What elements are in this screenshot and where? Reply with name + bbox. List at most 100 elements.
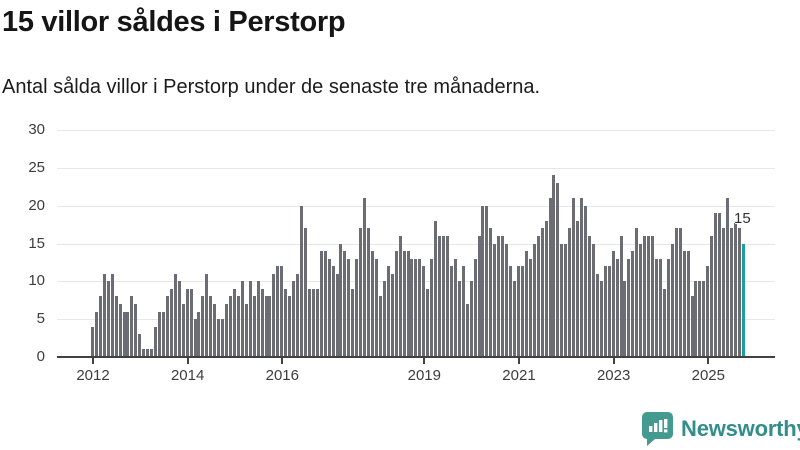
bar [181, 304, 185, 357]
bar [244, 304, 248, 357]
bar [264, 296, 268, 357]
bar [449, 266, 453, 357]
bar [524, 251, 528, 357]
bar [607, 266, 611, 357]
bar [161, 311, 165, 357]
bar [268, 296, 272, 357]
bar [544, 220, 548, 357]
bar [315, 288, 319, 357]
bar [477, 235, 481, 357]
newsworthy-wordmark: Newsworthy [681, 416, 800, 441]
bar [114, 296, 118, 357]
bar [611, 251, 615, 357]
y-axis-label-0: 0 [36, 348, 45, 365]
bar [469, 281, 473, 357]
highlighted-bar [741, 243, 745, 357]
bar [236, 296, 240, 357]
x-axis-tick-2016 [281, 358, 284, 364]
bar [584, 205, 588, 357]
bar [572, 198, 576, 357]
bar [473, 258, 477, 357]
bar [323, 251, 327, 357]
bar [252, 296, 256, 357]
bar [520, 266, 524, 357]
bar [221, 319, 225, 357]
bar [623, 281, 627, 357]
bar [402, 251, 406, 357]
bar [438, 235, 442, 357]
y-axis-label-15: 15 [28, 234, 45, 252]
bar [662, 288, 666, 357]
gridline-y-25 [57, 167, 775, 169]
bar [386, 266, 390, 357]
x-axis-line [57, 356, 775, 358]
y-axis-label-20: 20 [28, 196, 45, 214]
newsworthy-logo[interactable]: Newsworthy [642, 412, 800, 446]
bar [647, 235, 651, 357]
bar [655, 258, 659, 357]
bar [110, 273, 114, 357]
gridline-y-20 [57, 205, 775, 207]
bar [434, 220, 438, 357]
bar [351, 288, 355, 357]
bar [363, 198, 367, 357]
x-axis-label-2019: 2019 [407, 367, 441, 384]
bar [288, 296, 292, 357]
x-axis-tick-2023 [612, 358, 615, 364]
bar [378, 296, 382, 357]
bar [737, 228, 741, 357]
bar [587, 235, 591, 357]
bar [453, 258, 457, 357]
bar [398, 235, 402, 357]
bar [193, 319, 197, 357]
bar [564, 243, 568, 357]
bar [339, 243, 343, 357]
bar [276, 266, 280, 357]
bar [722, 228, 726, 357]
bar [509, 266, 513, 357]
bar [619, 235, 623, 357]
bar [106, 281, 110, 357]
bar [670, 243, 674, 357]
bar [394, 251, 398, 357]
bar [355, 258, 359, 357]
bar [445, 235, 449, 357]
bar [240, 281, 244, 357]
bar [726, 198, 730, 357]
bar [591, 243, 595, 357]
bar [280, 266, 284, 357]
bar [497, 235, 501, 357]
bar [702, 281, 706, 357]
x-axis-tick-2025 [707, 358, 710, 364]
bar [548, 198, 552, 357]
bar [603, 266, 607, 357]
bar [410, 258, 414, 357]
bar [154, 326, 158, 357]
x-axis-tick-2021 [517, 358, 520, 364]
highlight-value-label: 15 [734, 210, 751, 227]
bar [98, 296, 102, 357]
bar [300, 205, 304, 357]
bar [359, 228, 363, 357]
bar [706, 266, 710, 357]
bar [556, 182, 560, 357]
bar [678, 228, 682, 357]
bar [189, 288, 193, 357]
bar [694, 281, 698, 357]
bar [643, 235, 647, 357]
bar [126, 311, 130, 357]
bar [205, 273, 209, 357]
bar [540, 228, 544, 357]
bar [666, 258, 670, 357]
bar [465, 304, 469, 357]
bar [229, 296, 233, 357]
bar [142, 349, 146, 357]
bar [485, 205, 489, 357]
bar [371, 251, 375, 357]
bar [331, 266, 335, 357]
bar [418, 258, 422, 357]
bar [710, 235, 714, 357]
bar [651, 235, 655, 357]
bar [390, 273, 394, 357]
